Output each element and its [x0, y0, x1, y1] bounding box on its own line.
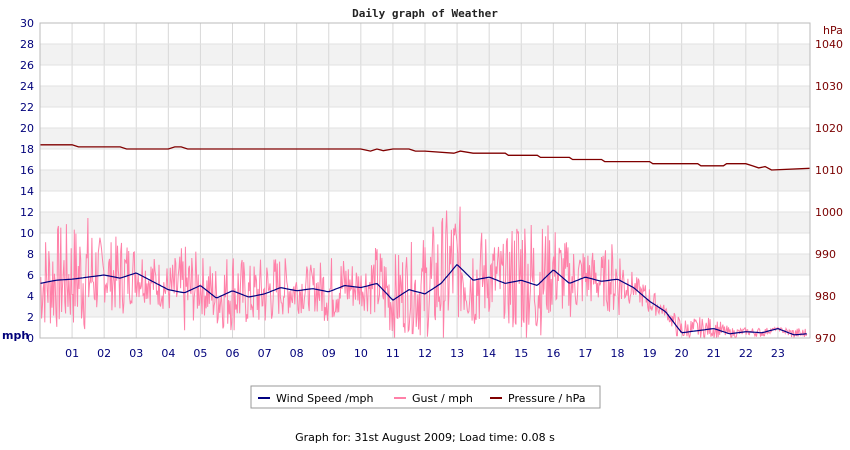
left-axis-unit: mph [2, 329, 29, 342]
left-tick-label: 10 [20, 227, 34, 240]
x-tick-label: 23 [771, 347, 785, 360]
x-tick-label: 03 [129, 347, 143, 360]
right-axis-unit: hPa [823, 24, 843, 37]
x-axis-ticks: 01 02 03 04 05 06 07 08 09 10 11 12 13 14 15 16 17 18 19 20… [65, 347, 785, 360]
left-tick-label: 0 [27, 332, 34, 345]
right-tick-label: 1010 [815, 164, 843, 177]
x-tick-label: 02 [97, 347, 111, 360]
x-tick-label: 22 [739, 347, 753, 360]
legend: Wind Speed /mph Gust / mph Pressure / hPa [250, 385, 601, 409]
x-tick-label: 04 [161, 347, 175, 360]
pressure-series [40, 144, 811, 171]
right-tick-label: 980 [815, 290, 836, 303]
x-tick-label: 08 [290, 347, 304, 360]
right-tick-label: 1030 [815, 80, 843, 93]
x-tick-label: 18 [611, 347, 625, 360]
left-tick-label: 20 [20, 122, 34, 135]
footer-text: Graph for: 31st August 2009; Load time: … [295, 431, 555, 444]
left-tick-label: 8 [27, 248, 34, 261]
x-tick-label: 10 [354, 347, 368, 360]
left-tick-label: 2 [27, 311, 34, 324]
x-tick-label: 14 [482, 347, 496, 360]
x-tick-label: 19 [643, 347, 657, 360]
left-tick-label: 6 [27, 269, 34, 282]
left-tick-label: 26 [20, 59, 34, 72]
right-tick-label: 1000 [815, 206, 843, 219]
x-tick-label: 17 [578, 347, 592, 360]
left-tick-label: 28 [20, 38, 34, 51]
right-tick-label: 990 [815, 248, 836, 261]
legend-wind-speed-label: Wind Speed /mph [276, 392, 374, 405]
x-tick-label: 20 [675, 347, 689, 360]
legend-box [250, 385, 601, 409]
gust-series [39, 206, 808, 340]
x-tick-label: 12 [418, 347, 432, 360]
left-tick-label: 12 [20, 206, 34, 219]
left-tick-label: 22 [20, 101, 34, 114]
right-tick-label: 1040 [815, 38, 843, 51]
left-tick-label: 4 [27, 290, 34, 303]
x-tick-label: 05 [193, 347, 207, 360]
wind-speed-series [39, 263, 807, 336]
x-tick-label: 15 [514, 347, 528, 360]
legend-gust-label: Gust / mph [412, 392, 473, 405]
left-tick-label: 30 [20, 17, 34, 30]
right-tick-label: 970 [815, 332, 836, 345]
plot-frame [39, 22, 811, 339]
plot-border [39, 22, 811, 339]
left-tick-label: 14 [20, 185, 34, 198]
x-tick-label: 16 [546, 347, 560, 360]
chart-title: Daily graph of Weather [352, 7, 498, 20]
x-tick-label: 01 [65, 347, 79, 360]
left-tick-label: 18 [20, 143, 34, 156]
right-tick-label: 1020 [815, 122, 843, 135]
x-tick-label: 09 [322, 347, 336, 360]
x-tick-label: 11 [386, 347, 400, 360]
legend-pressure-label: Pressure / hPa [508, 392, 586, 405]
left-tick-label: 16 [20, 164, 34, 177]
pressure-line [40, 144, 811, 171]
x-tick-label: 21 [707, 347, 721, 360]
x-tick-label: 13 [450, 347, 464, 360]
x-tick-label: 07 [258, 347, 272, 360]
gust-line [39, 206, 808, 340]
right-axis-ticks: 970 980 990 1000 1010 1020 1030 1040 [815, 38, 843, 345]
x-tick-label: 06 [226, 347, 240, 360]
left-tick-label: 24 [20, 80, 34, 93]
wind-speed-line [39, 263, 807, 336]
